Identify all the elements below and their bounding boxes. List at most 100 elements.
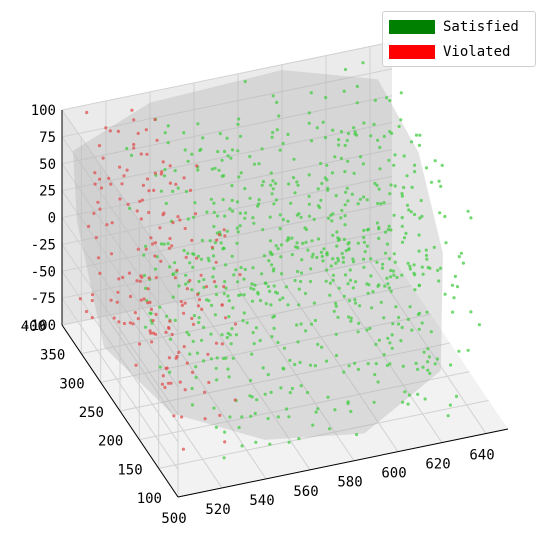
point-satisfied: [209, 332, 213, 336]
point-satisfied: [241, 319, 245, 323]
point-satisfied: [331, 233, 335, 237]
point-satisfied: [437, 279, 441, 283]
point-violated: [133, 311, 137, 315]
point-violated: [180, 303, 184, 307]
point-satisfied: [347, 364, 351, 368]
point-satisfied: [393, 260, 397, 264]
point-satisfied: [213, 241, 217, 245]
point-satisfied: [222, 356, 226, 361]
grid-z-left: [61, 136, 179, 305]
point-satisfied: [343, 214, 347, 218]
point-satisfied: [297, 287, 301, 291]
point-violated: [167, 325, 171, 330]
point-violated: [183, 388, 187, 392]
point-satisfied: [300, 258, 304, 262]
point-violated: [159, 259, 163, 263]
point-satisfied: [412, 263, 416, 267]
point-satisfied: [191, 339, 195, 343]
point-satisfied: [243, 187, 247, 191]
point-satisfied: [426, 368, 430, 372]
point-satisfied: [199, 257, 203, 261]
point-violated: [168, 319, 172, 323]
point-satisfied: [328, 293, 332, 297]
point-satisfied: [190, 288, 194, 292]
point-satisfied: [413, 288, 417, 292]
point-satisfied: [312, 217, 316, 221]
point-satisfied: [412, 212, 417, 217]
point-satisfied: [223, 214, 227, 218]
point-satisfied: [419, 198, 423, 203]
point-satisfied: [255, 398, 259, 402]
point-satisfied: [330, 171, 335, 175]
x-tick-label: 520: [205, 502, 230, 518]
point-satisfied: [356, 202, 360, 206]
point-satisfied: [268, 442, 272, 446]
point-satisfied: [248, 394, 252, 398]
point-satisfied: [388, 130, 392, 134]
point-satisfied: [383, 230, 388, 234]
point-satisfied: [208, 239, 212, 243]
point-satisfied: [215, 378, 219, 382]
point-satisfied: [390, 346, 394, 350]
point-satisfied: [225, 136, 229, 140]
point-satisfied: [240, 444, 244, 448]
point-violated: [90, 316, 94, 320]
point-violated: [173, 276, 177, 280]
point-satisfied: [222, 246, 226, 250]
point-violated: [169, 381, 173, 385]
point-satisfied: [383, 251, 388, 255]
point-satisfied: [307, 121, 311, 125]
point-violated: [177, 350, 181, 354]
point-satisfied: [395, 275, 399, 280]
point-satisfied: [343, 223, 347, 227]
point-satisfied: [322, 247, 326, 251]
point-violated: [181, 447, 185, 451]
point-satisfied: [324, 96, 328, 100]
point-violated: [164, 330, 168, 334]
point-satisfied: [348, 278, 353, 282]
point-satisfied: [235, 226, 239, 230]
x-tick-label: 560: [293, 484, 318, 500]
point-satisfied: [424, 253, 429, 257]
point-satisfied: [319, 161, 323, 166]
point-violated: [112, 316, 116, 320]
point-satisfied: [391, 269, 395, 273]
point-satisfied: [278, 148, 282, 152]
point-satisfied: [231, 356, 235, 360]
point-violated: [93, 171, 97, 175]
point-satisfied: [220, 333, 224, 337]
point-satisfied: [388, 98, 392, 103]
point-satisfied: [272, 202, 276, 206]
point-satisfied: [311, 252, 315, 256]
point-violated: [127, 271, 132, 275]
point-satisfied: [290, 386, 294, 391]
point-satisfied: [449, 363, 453, 367]
point-satisfied: [388, 362, 392, 366]
point-satisfied: [299, 322, 303, 326]
point-satisfied: [206, 256, 210, 260]
point-satisfied: [382, 353, 386, 357]
point-violated: [197, 298, 202, 302]
point-satisfied: [404, 231, 408, 235]
point-violated: [98, 207, 102, 211]
point-satisfied: [230, 184, 234, 188]
point-satisfied: [267, 259, 271, 263]
point-satisfied: [271, 179, 275, 183]
point-violated: [105, 223, 109, 227]
point-violated: [122, 321, 126, 326]
point-satisfied: [399, 91, 403, 95]
point-satisfied: [425, 310, 429, 314]
point-satisfied: [397, 315, 401, 320]
point-satisfied: [252, 221, 256, 225]
point-satisfied: [423, 397, 427, 401]
point-satisfied: [238, 134, 243, 138]
point-satisfied: [214, 425, 218, 429]
point-violated: [170, 244, 174, 248]
point-violated: [199, 273, 203, 277]
point-satisfied: [356, 367, 360, 371]
point-violated: [139, 217, 143, 221]
point-satisfied: [301, 241, 305, 245]
point-satisfied: [459, 251, 463, 255]
point-satisfied: [197, 320, 201, 325]
point-violated: [222, 228, 226, 232]
